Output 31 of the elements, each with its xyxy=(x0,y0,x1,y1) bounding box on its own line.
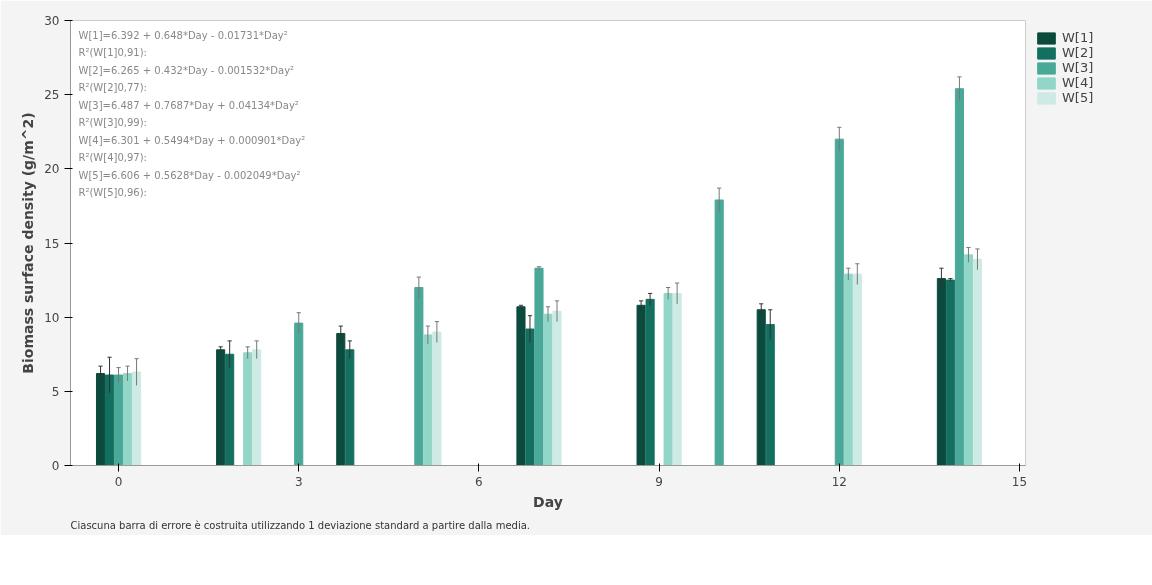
legend-label: W[3] xyxy=(1062,60,1094,75)
annotation: W[1]=6.392 + 0.648*Day - 0.01731*Day² xyxy=(78,29,288,41)
annotation: W[4]=6.301 + 0.5494*Day + 0.000901*Day² xyxy=(78,134,306,146)
annotation: R²(W[2]0,77): xyxy=(78,82,147,93)
legend-label: W[5] xyxy=(1062,90,1094,105)
legend-label: W[2] xyxy=(1062,45,1094,60)
y-tick-label: 0 xyxy=(51,459,60,473)
x-axis-title: Day xyxy=(533,493,563,510)
annotation: R²(W[4]0,97): xyxy=(78,152,147,163)
y-tick-label: 15 xyxy=(44,236,60,251)
annotation: W[2]=6.265 + 0.432*Day - 0.001532*Day² xyxy=(78,64,295,76)
annotation: R²(W[3]0,99): xyxy=(78,117,147,128)
y-tick-label: 20 xyxy=(44,162,60,177)
y-tick-label: 30 xyxy=(44,14,60,28)
x-tick-label: 3 xyxy=(294,474,303,489)
legend-label: W[4] xyxy=(1062,75,1094,90)
annotation: R²(W[5]0,96): xyxy=(78,187,147,198)
x-tick-label: 0 xyxy=(114,474,123,489)
text: Ciascuna barra di errore è costruita utilizzando 1 deviazione standard a partire dalla media. xyxy=(70,519,530,531)
y-tick-label: 10 xyxy=(44,310,60,325)
annotation: W[5]=6.606 + 0.5628*Day - 0.002049*Day² xyxy=(78,169,301,181)
legend-label: W[1] xyxy=(1062,30,1094,45)
annotation: W[3]=6.487 + 0.7687*Day + 0.04134*Day² xyxy=(78,99,299,111)
y-tick-label: 25 xyxy=(44,88,60,103)
annotation: R²(W[1]0,91): xyxy=(78,47,147,58)
y-axis-title: Biomass surface density (g/m^2) xyxy=(20,112,37,374)
x-tick-label: 9 xyxy=(655,474,663,489)
y-tick-label: 5 xyxy=(51,384,60,399)
x-tick-label: 15 xyxy=(1011,474,1028,489)
x-tick-label: 6 xyxy=(475,474,483,489)
x-tick-label: 12 xyxy=(831,474,847,489)
